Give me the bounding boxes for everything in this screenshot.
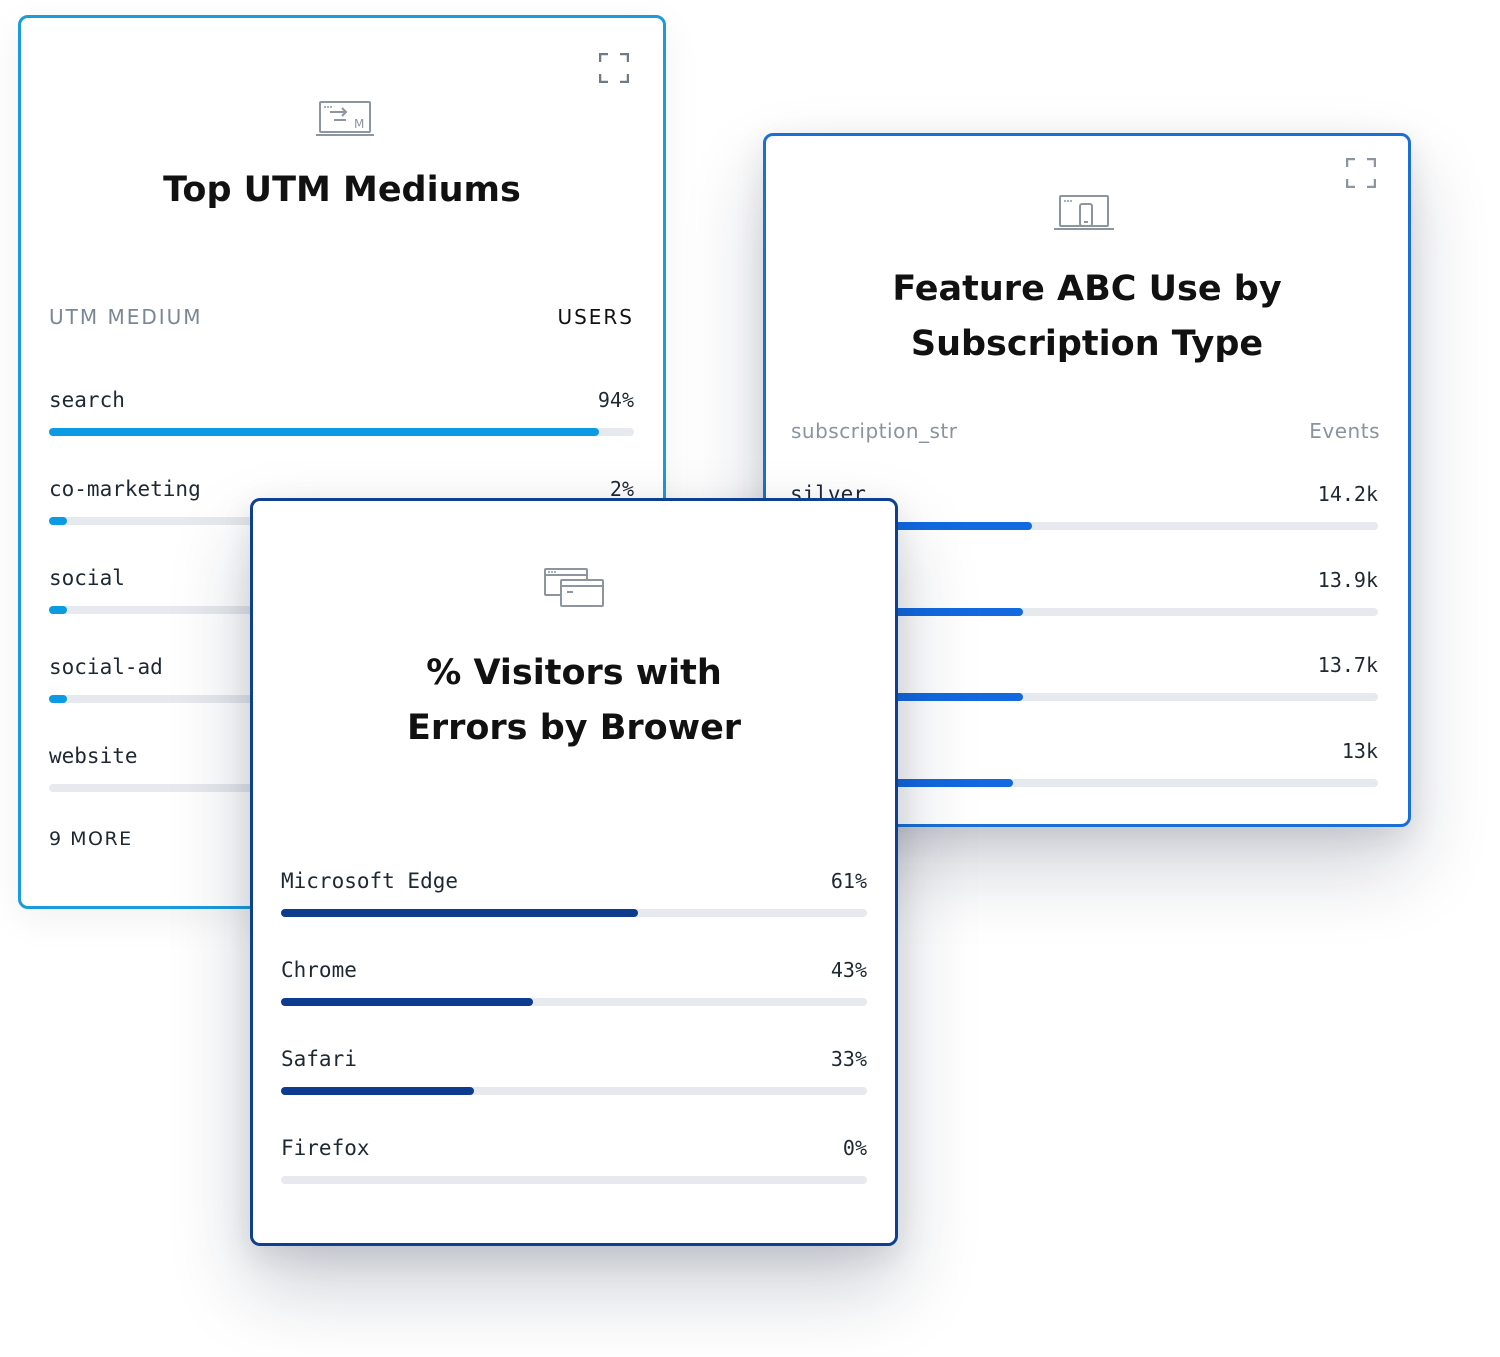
row-label: Chrome <box>281 958 357 982</box>
list-item[interactable]: Microsoft Edge 61% <box>281 869 867 919</box>
column-header-events: Events <box>1309 419 1380 443</box>
row-label: co-marketing <box>49 477 201 501</box>
row-label: search <box>49 388 125 412</box>
expand-icon[interactable] <box>599 53 629 83</box>
column-header-subscription: subscription_str <box>791 419 958 443</box>
devices-icon <box>1054 195 1114 230</box>
progress-fill <box>49 517 67 525</box>
expand-icon[interactable] <box>1346 158 1376 188</box>
list-item[interactable]: Safari 33% <box>281 1047 867 1097</box>
progress-track <box>790 693 1378 701</box>
row-value: 13.9k <box>1317 567 1378 592</box>
row-value: 43% <box>830 958 867 982</box>
row-value: 2% <box>609 477 634 501</box>
progress-fill <box>49 606 67 614</box>
progress-fill <box>790 778 1014 787</box>
laptop-utm-icon: M <box>316 101 374 136</box>
progress-track <box>281 909 867 917</box>
row-value: 61% <box>830 869 867 893</box>
progress-fill <box>790 693 1023 701</box>
list-item[interactable]: Firefox 0% <box>281 1136 867 1186</box>
progress-track <box>790 778 1378 787</box>
progress-fill <box>49 428 599 436</box>
card-title: Top UTM Mediums <box>163 170 521 210</box>
progress-track <box>281 1087 867 1095</box>
progress-track <box>281 1176 867 1184</box>
browser-windows-icon <box>544 568 604 607</box>
progress-fill <box>790 522 1033 530</box>
card-title: Feature ABC Use by Subscription Type <box>892 269 1282 364</box>
row-label: social <box>49 566 125 590</box>
progress-fill <box>49 695 67 703</box>
row-label: Microsoft Edge <box>281 869 459 893</box>
row-value: 13.7k <box>1317 653 1378 677</box>
row-value: 13k <box>1341 738 1378 763</box>
column-header-users: USERS <box>557 305 634 329</box>
card-title: % Visitors with Errors by Brower <box>406 653 742 748</box>
svg-text:M: M <box>354 117 364 131</box>
row-value: 0% <box>842 1136 867 1160</box>
progress-fill <box>790 607 1023 616</box>
progress-track <box>281 998 867 1006</box>
progress-fill <box>281 909 639 917</box>
browser-errors-card: % Visitors with Errors by Brower Microso… <box>250 498 898 1246</box>
progress-track <box>790 607 1378 616</box>
progress-track <box>49 428 634 436</box>
progress-fill <box>281 998 533 1006</box>
show-more-link[interactable]: 9 MORE <box>49 828 133 850</box>
row-label: social-ad <box>49 655 163 679</box>
progress-track <box>790 522 1378 530</box>
list-item[interactable]: search 94% <box>49 388 634 438</box>
row-value: 94% <box>597 388 634 412</box>
row-label: Safari <box>281 1047 357 1071</box>
column-header-utm-medium: UTM MEDIUM <box>49 305 203 329</box>
row-value: 14.2k <box>1317 482 1378 506</box>
row-value: 33% <box>830 1047 867 1071</box>
progress-fill <box>281 1087 475 1095</box>
row-label: website <box>49 744 138 768</box>
row-label: Firefox <box>281 1136 370 1160</box>
list-item[interactable]: Chrome 43% <box>281 958 867 1008</box>
